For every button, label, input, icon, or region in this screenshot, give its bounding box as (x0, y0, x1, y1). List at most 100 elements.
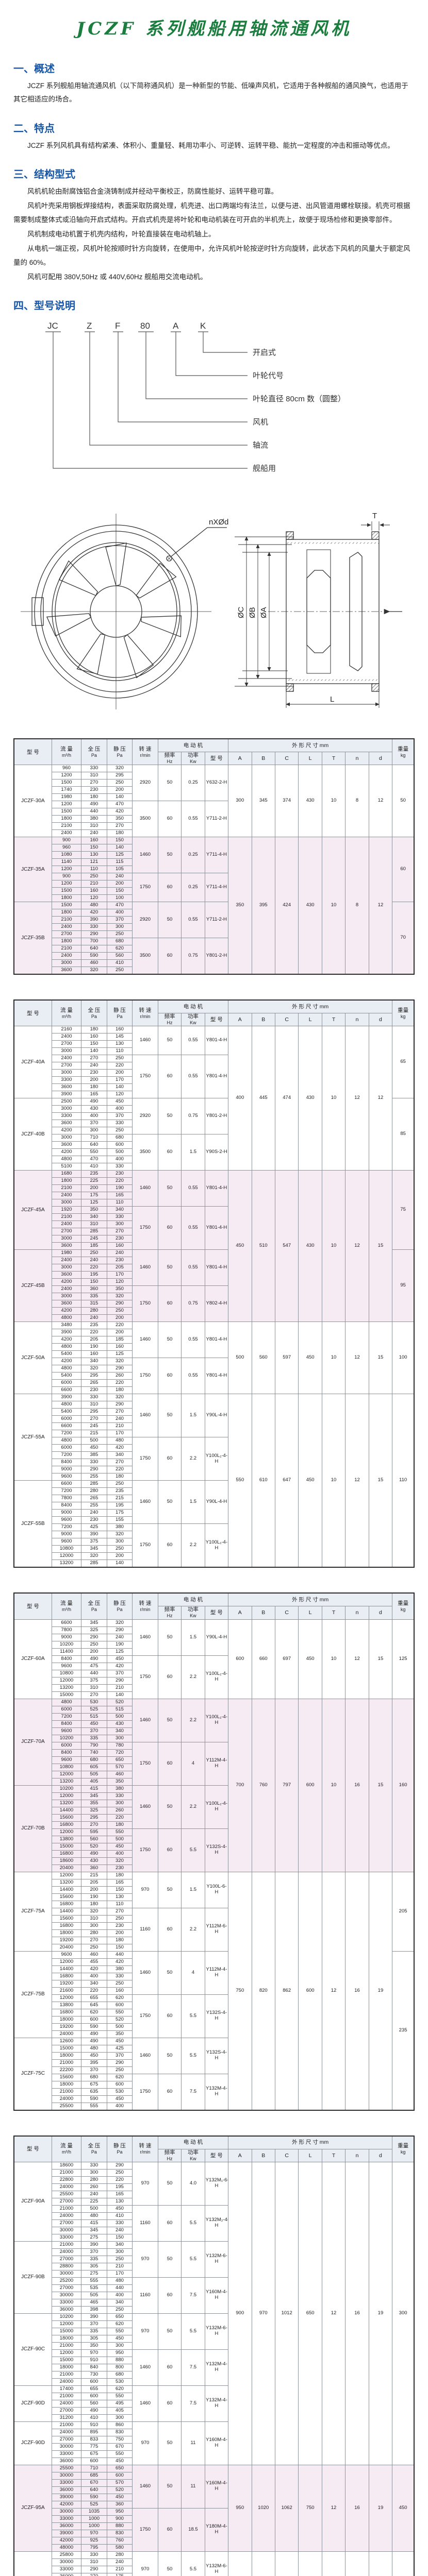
power-value: 0.25 (181, 837, 205, 874)
flow-value: 14400 (51, 1965, 82, 1973)
flow-value: 2400 (51, 1055, 82, 1063)
dim-B-value: 510 (251, 1170, 275, 1323)
static-pressure-value: 450 (106, 2493, 133, 2501)
spec-row: 12000 655 620 1750 60 5.5 Y132S-4-H (14, 1994, 414, 2038)
power-value: 2.2 (181, 1655, 205, 1699)
power-value: 5.5 (181, 2037, 205, 2074)
section-heading-overview: 一、概述 (13, 63, 55, 75)
static-pressure-value: 680 (106, 1134, 133, 1142)
spec-row: 2700 240 220 (14, 1062, 414, 1070)
model-cell: JCZF-90A (13, 2161, 52, 2242)
static-pressure-value: 145 (106, 1033, 133, 1041)
flow-value: 2400 (51, 1033, 82, 1041)
static-pressure-value: 950 (106, 2349, 133, 2357)
power-value: 2.2 (181, 1907, 205, 1952)
static-pressure-value: 165 (106, 1878, 133, 1887)
dim-label-C: ØC (237, 606, 245, 618)
speed-value: 1460 (132, 837, 158, 874)
static-pressure-value: 150 (106, 2233, 133, 2242)
flow-value: 5400 (51, 1350, 82, 1359)
frequency-value: 50 (157, 837, 182, 874)
static-pressure-value: 210 (106, 2565, 133, 2573)
power-value: 0.55 (181, 801, 205, 838)
col-speed: 转 速 r/min (132, 1592, 158, 1620)
static-pressure-value: 880 (106, 2356, 133, 2364)
static-pressure-value: 720 (106, 1749, 133, 1757)
power-value: 7.5 (181, 2349, 205, 2386)
model-cell: JCZF-45A (13, 1170, 52, 1250)
col-speed: 转 速 r/min (132, 999, 158, 1027)
flow-value: 21000 (51, 2059, 82, 2067)
total-pressure-value: 345 (81, 1792, 107, 1800)
flow-value: 3600 (51, 1120, 82, 1128)
static-pressure-value: 210 (106, 1684, 133, 1692)
static-pressure-value: 195 (106, 2183, 133, 2191)
col-dim-T: T (321, 752, 346, 766)
flow-value: 21000 (51, 2392, 82, 2400)
total-pressure-value: 400 (81, 1112, 107, 1121)
total-pressure-value: 160 (81, 1350, 107, 1359)
total-pressure-value: 600 (81, 2378, 107, 2386)
static-pressure-value: 515 (106, 1705, 133, 1714)
col-dim-B: B (251, 1013, 275, 1027)
dim-A-value: 300 (228, 765, 252, 838)
static-pressure-value: 220 (106, 1379, 133, 1387)
spec-row: 2400 360 350 1750 60 0.75 Y802-4-H (14, 1285, 414, 1323)
static-pressure-value: 760 (106, 2536, 133, 2545)
static-pressure-value: 200 (106, 1929, 133, 1937)
spec-row: 5400 295 270 (14, 1408, 414, 1416)
col-speed: 转 速 r/min (132, 2136, 158, 2162)
static-pressure-value: 180 (106, 1821, 133, 1829)
dim-A-value: 700 (228, 1698, 252, 1872)
total-pressure-value: 310 (81, 1221, 107, 1229)
flow-value: 4200 (51, 1148, 82, 1157)
flow-value: 12000 (51, 1958, 82, 1966)
static-pressure-value: 330 (106, 1792, 133, 1800)
col-frequency: 频率 Hz (157, 1013, 182, 1027)
spec-row: 7200 425 380 1750 60 2.2 Y100L₁-4-H (14, 1523, 414, 1568)
flow-value: 3600 (51, 1083, 82, 1092)
total-pressure-value: 190 (81, 1893, 107, 1901)
total-pressure-value: 205 (81, 1878, 107, 1887)
speed-value: 1460 (132, 1170, 158, 1207)
flow-value: 3000 (51, 1199, 82, 1207)
power-value: 0.55 (181, 1249, 205, 1286)
total-pressure-value: 230 (81, 1069, 107, 1077)
model-cell: JCZF-95A (13, 2464, 52, 2552)
total-pressure-value: 605 (81, 1763, 107, 1771)
static-pressure-value: 580 (106, 2544, 133, 2552)
dim-A-value: 900 (228, 2161, 252, 2465)
static-pressure-value: 550 (106, 2392, 133, 2400)
total-pressure-value: 490 (81, 2030, 107, 2038)
total-pressure-value: 225 (81, 1177, 107, 1185)
flow-value: 19200 (51, 2023, 82, 2031)
static-pressure-value: 250 (106, 2255, 133, 2263)
total-pressure-value: 360 (81, 1864, 107, 1872)
flow-value: 1800 (51, 815, 82, 823)
frequency-value: 60 (157, 2205, 182, 2242)
total-pressure-value: 140 (81, 1047, 107, 1056)
total-pressure-value: 560 (81, 1835, 107, 1843)
static-pressure-value: 180 (106, 829, 133, 838)
static-pressure-value: 450 (106, 1842, 133, 1851)
model-cell: JCZF-40A (13, 1026, 52, 1099)
total-pressure-value: 425 (81, 1523, 107, 1532)
frequency-value: 50 (157, 902, 182, 939)
spec-row: 27000 225 130 (14, 2197, 414, 2206)
static-pressure-value: 500 (106, 1713, 133, 1721)
dim-A-value: 550 (228, 1394, 252, 1568)
total-pressure-value: 910 (81, 2356, 107, 2364)
total-pressure-value: 335 (81, 1734, 107, 1742)
power-value: 0.25 (181, 873, 205, 903)
flow-value: 12600 (51, 2037, 82, 2045)
frequency-value: 60 (157, 1828, 182, 1872)
dim-n-value: 12 (345, 1026, 369, 1171)
spec-row: 1800 225 220 (14, 1177, 414, 1185)
flow-value: 24000 (51, 2030, 82, 2038)
static-pressure-value: 450 (106, 2457, 133, 2465)
flow-value: 3000 (51, 959, 82, 968)
total-pressure-value: 335 (81, 1293, 107, 1301)
spec-row: 4800 320 290 (14, 1365, 414, 1373)
col-weight: 重量 kg (392, 1592, 415, 1620)
total-pressure-value: 350 (81, 1206, 107, 1214)
